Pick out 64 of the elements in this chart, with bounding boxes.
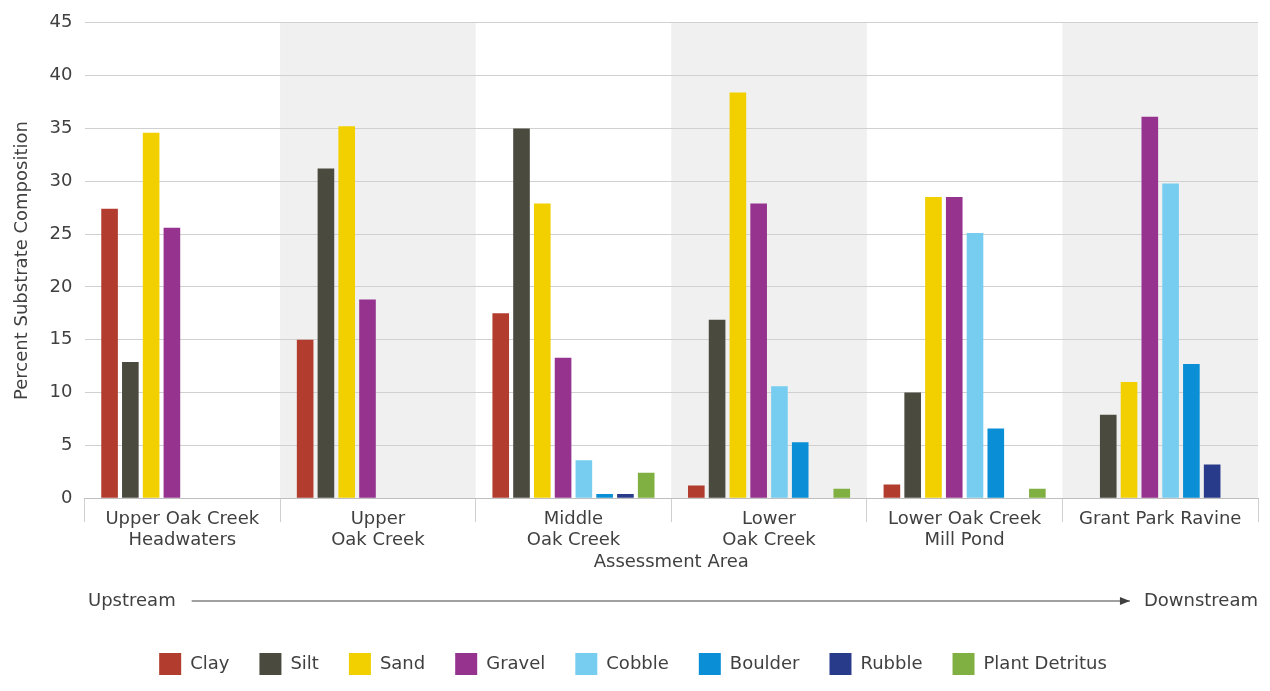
legend-label: Rubble: [860, 651, 923, 673]
bar: [575, 460, 593, 498]
bar: [1099, 414, 1117, 498]
bar: [359, 299, 376, 498]
bar: [883, 484, 901, 498]
y-tick-label: 0: [61, 485, 73, 507]
bar: [317, 168, 335, 498]
y-tick-label: 45: [49, 10, 73, 32]
bar: [771, 386, 788, 498]
bar: [101, 208, 118, 498]
x-axis-title: Assessment Area: [593, 549, 749, 571]
y-tick-label: 10: [49, 380, 73, 402]
y-tick-label: 40: [49, 63, 73, 85]
bar: [729, 92, 747, 498]
bar: [1203, 464, 1221, 498]
bar: [688, 485, 705, 498]
bar: [617, 493, 634, 498]
x-tick-label: Grant Park Ravine: [1078, 506, 1242, 528]
y-tick-label: 30: [49, 168, 73, 190]
y-tick-label: 35: [49, 116, 73, 138]
bar: [492, 313, 510, 498]
bar: [513, 128, 530, 498]
legend-label: Clay: [190, 651, 230, 673]
bar: [925, 197, 942, 498]
legend-label: Silt: [290, 651, 319, 673]
bar: [296, 339, 314, 498]
x-tick-label: Lower Oak Creek Mill Pond: [888, 506, 1042, 550]
x-tick-label: Upper Oak Creek: [331, 506, 426, 550]
x-tick-label: Lower Oak Creek: [722, 506, 817, 550]
bar: [163, 227, 181, 498]
bar: [987, 428, 1005, 498]
y-tick-label: 5: [61, 433, 73, 455]
y-axis-title: Percent Substrate Composition: [10, 121, 32, 400]
bar: [708, 319, 726, 498]
bar: [122, 361, 139, 498]
bar: [338, 126, 356, 498]
text: Downstream: [1143, 588, 1258, 610]
legend-label: Cobble: [606, 651, 669, 673]
bar: [833, 488, 851, 498]
bar: [1162, 183, 1179, 498]
bar: [637, 472, 655, 498]
bar: [142, 132, 160, 498]
x-tick-label: Middle Oak Creek: [526, 506, 621, 550]
y-tick-label: 20: [49, 274, 73, 296]
bar: [533, 203, 551, 498]
bar: [596, 493, 613, 498]
bar: [1141, 116, 1159, 498]
legend-label: Boulder: [729, 651, 801, 673]
legend-label: Gravel: [486, 651, 546, 673]
legend-label: Plant Detritus: [983, 651, 1107, 673]
bar: [791, 442, 809, 498]
text: Upstream: [88, 588, 176, 610]
bar: [966, 233, 984, 498]
legend-label: Sand: [379, 651, 426, 673]
bar: [554, 357, 572, 498]
y-tick-label: 25: [49, 221, 73, 243]
bar: [750, 203, 767, 498]
bar: [1183, 364, 1200, 498]
bar: [904, 392, 921, 498]
y-tick-label: 15: [49, 327, 73, 349]
bar: [945, 197, 963, 498]
bar: [1120, 381, 1138, 498]
bar: [1029, 488, 1046, 498]
x-tick-label: Upper Oak Creek Headwaters: [105, 506, 260, 550]
